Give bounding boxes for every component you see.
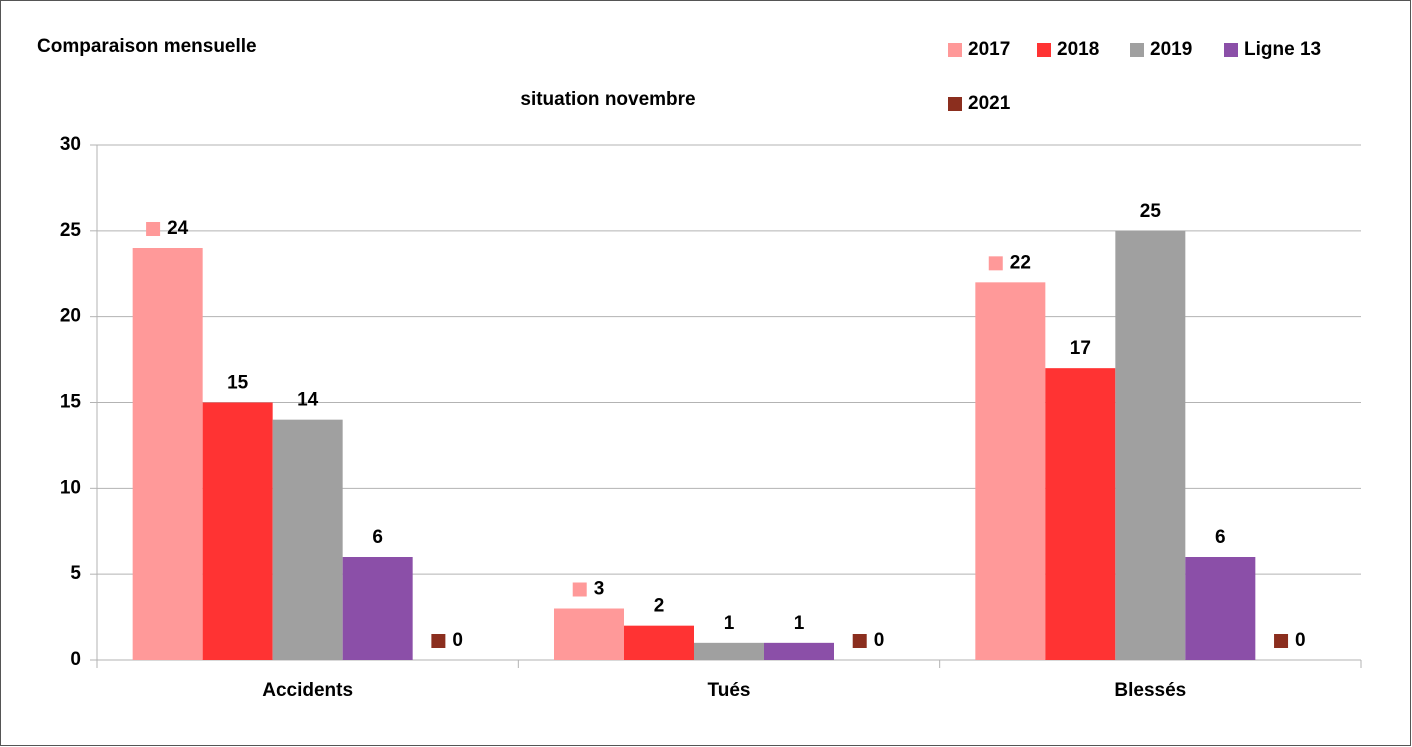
bar: [1185, 557, 1256, 660]
bar: [1045, 368, 1116, 660]
x-tick-label: Tués: [708, 680, 751, 701]
legend-key: [948, 97, 962, 111]
y-tick-label: 15: [60, 392, 82, 413]
x-tick-label: Blessés: [1114, 680, 1186, 701]
data-label: 3: [594, 579, 605, 600]
x-tick-label: Accidents: [262, 680, 353, 701]
data-label: 15: [227, 373, 249, 394]
y-tick-label: 20: [60, 306, 81, 327]
legend-key: [948, 43, 962, 57]
bar: [342, 557, 413, 660]
data-label-key: [1274, 634, 1289, 648]
data-label: 6: [372, 527, 383, 548]
bar: [554, 608, 624, 660]
bar: [694, 642, 764, 660]
data-label-key: [988, 256, 1003, 271]
data-label-key: [572, 582, 587, 597]
data-label: 1: [724, 613, 735, 634]
chart-subtitle: situation novembre: [520, 89, 695, 110]
data-label: 2: [654, 596, 665, 617]
legend-label: 2017: [968, 39, 1010, 60]
data-label: 22: [1010, 252, 1031, 273]
bar: [975, 282, 1046, 660]
data-label: 0: [874, 630, 885, 651]
bar: [202, 402, 273, 660]
legend-key: [1130, 43, 1144, 57]
bar: [132, 248, 203, 660]
data-label: 14: [297, 390, 319, 411]
bar: [272, 419, 343, 660]
y-tick-label: 25: [60, 220, 82, 241]
data-label: 6: [1215, 527, 1226, 548]
data-label: 25: [1140, 201, 1162, 222]
legend-label: 2021: [968, 93, 1011, 114]
data-label-key: [431, 634, 446, 648]
y-tick-label: 30: [60, 134, 81, 155]
data-label: 0: [1295, 630, 1306, 651]
legend-label: Ligne 13: [1244, 39, 1321, 60]
y-tick-label: 5: [70, 563, 81, 584]
chart-title: Comparaison mensuelle: [37, 36, 257, 57]
data-label-key: [146, 222, 161, 236]
data-label-key: [852, 634, 867, 648]
bar: [1115, 230, 1186, 661]
data-label: 17: [1070, 338, 1091, 359]
legend-key: [1037, 43, 1051, 57]
y-tick-label: 0: [70, 649, 81, 670]
legend-label: 2019: [1150, 39, 1192, 60]
legend-key: [1224, 43, 1238, 57]
bar: [624, 625, 694, 660]
bar: [764, 642, 834, 660]
legend-label: 2018: [1057, 39, 1099, 60]
y-tick-label: 10: [60, 477, 81, 498]
data-label: 1: [794, 613, 805, 634]
data-label: 0: [452, 630, 463, 651]
data-label: 24: [167, 218, 189, 239]
